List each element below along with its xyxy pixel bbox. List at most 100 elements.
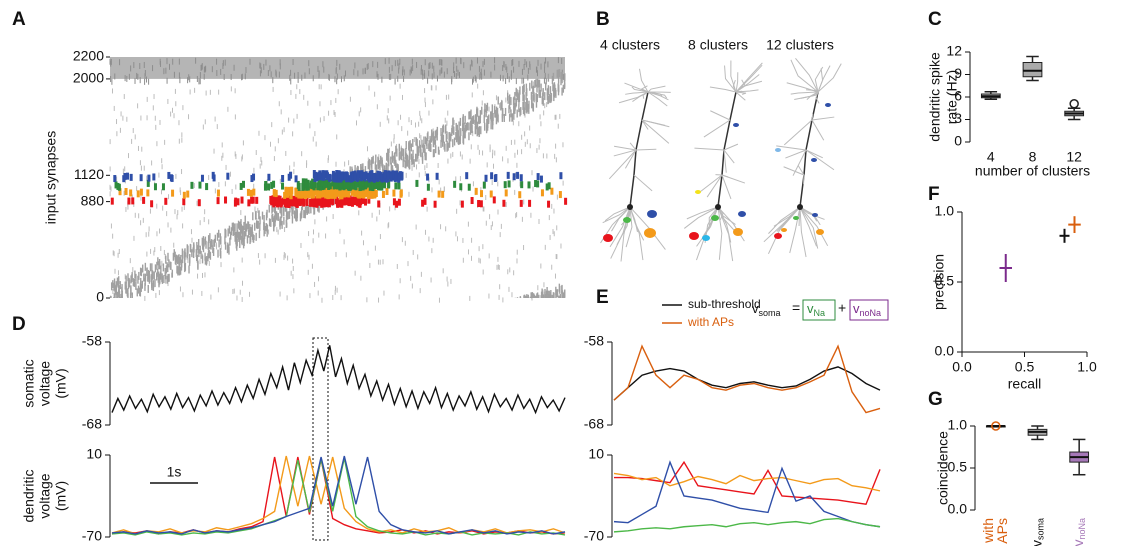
cluster-spike <box>297 182 301 191</box>
y-tick-label: 1.0 <box>935 203 955 219</box>
cluster-spike <box>200 174 204 182</box>
y-axis-label: dendritic spike <box>927 52 943 142</box>
cluster-spike <box>550 187 554 195</box>
basal-dendrite <box>799 206 825 220</box>
cluster-spike <box>190 181 194 189</box>
cluster-spike <box>356 198 360 207</box>
cluster-spike <box>502 199 506 207</box>
cluster-spike <box>340 191 344 200</box>
cluster-spike <box>354 187 358 196</box>
cluster-spike <box>164 197 168 205</box>
cluster-spike <box>362 190 366 199</box>
cluster-spike <box>304 188 308 197</box>
cluster-spike <box>527 181 531 189</box>
x-tick-label: vnoNa <box>1070 518 1088 546</box>
cluster-spike <box>113 175 117 183</box>
cluster-spike <box>246 188 250 196</box>
label-line: APs <box>994 518 1010 544</box>
cluster-spike <box>290 186 294 195</box>
cluster-spike <box>161 183 165 191</box>
cluster-spike <box>480 190 484 198</box>
cluster <box>774 233 782 239</box>
cluster-spike <box>315 196 319 205</box>
cluster-spike <box>519 199 523 207</box>
cluster-spike <box>250 175 254 183</box>
cluster-spike <box>216 197 220 205</box>
cluster-spike <box>186 190 190 198</box>
x-tick-label: 1.0 <box>1077 359 1097 375</box>
cluster-spike <box>361 196 365 204</box>
formula-box <box>802 299 836 321</box>
cluster-spike <box>465 172 469 180</box>
cluster-spike <box>264 180 268 188</box>
outlier <box>991 421 1001 431</box>
cluster-spike <box>459 183 463 191</box>
cluster-spike <box>216 189 220 197</box>
cluster-spike <box>453 180 457 188</box>
cluster-spike <box>479 200 483 208</box>
branch <box>706 174 723 198</box>
formula-term: vsoma <box>752 301 781 318</box>
y-axis-label: dendritic <box>21 470 37 523</box>
cluster-spike <box>224 196 228 204</box>
panel-label: C <box>928 9 942 30</box>
cluster-spike <box>385 174 389 183</box>
branch <box>817 63 842 93</box>
branch <box>721 174 732 200</box>
cluster-spike <box>392 189 396 197</box>
cluster-spike <box>309 180 313 189</box>
formula-v: v <box>752 301 759 316</box>
branch <box>783 119 813 146</box>
cluster-spike <box>211 171 215 179</box>
neuron <box>683 60 763 262</box>
cluster-spike <box>322 199 326 208</box>
branch <box>647 91 669 101</box>
branch <box>723 143 739 151</box>
cluster-spike <box>536 173 540 181</box>
cluster-spike <box>361 182 365 191</box>
formula-sub: noNa <box>860 308 882 318</box>
cluster-spike <box>129 189 133 197</box>
cluster-spike <box>325 179 329 188</box>
cluster-spike <box>547 200 551 208</box>
cluster-spike <box>272 189 276 197</box>
branch <box>794 91 819 100</box>
cluster-spike <box>534 180 538 188</box>
cluster-spike <box>343 180 347 189</box>
branch <box>790 91 819 95</box>
branch <box>783 166 805 176</box>
cluster-spike <box>437 190 441 198</box>
cluster-spike <box>316 182 320 191</box>
y-tick-label: 0 <box>954 133 962 149</box>
cluster-spike <box>399 190 403 198</box>
cluster-spike <box>516 171 520 179</box>
cluster-spike <box>284 198 288 207</box>
cluster-spike <box>343 171 347 180</box>
cluster-spike <box>300 196 304 205</box>
panel-label: F <box>928 184 940 205</box>
cluster-spike <box>423 197 427 205</box>
cluster <box>689 232 699 240</box>
x-tick-label: 12 <box>1066 149 1082 165</box>
cluster-spike <box>277 196 281 205</box>
cluster-spike <box>482 181 486 189</box>
cluster-spike <box>507 180 511 188</box>
cluster-spike <box>274 189 278 197</box>
soma <box>715 204 721 210</box>
branch <box>815 91 820 104</box>
branch <box>625 91 649 95</box>
cluster-spike <box>364 189 368 198</box>
cluster-spike <box>136 190 140 198</box>
cluster-spike <box>347 197 351 206</box>
cluster-spike <box>545 183 549 191</box>
cluster-spike <box>389 173 393 182</box>
cluster-spike <box>365 186 369 195</box>
basal-dendrite <box>798 206 801 227</box>
basal-dendrite <box>799 206 829 247</box>
branch <box>817 68 824 93</box>
cluster-spike <box>110 197 114 205</box>
y-tick-label: -68 <box>584 416 604 432</box>
cluster-spike <box>506 171 510 179</box>
cluster-spike <box>356 188 360 197</box>
